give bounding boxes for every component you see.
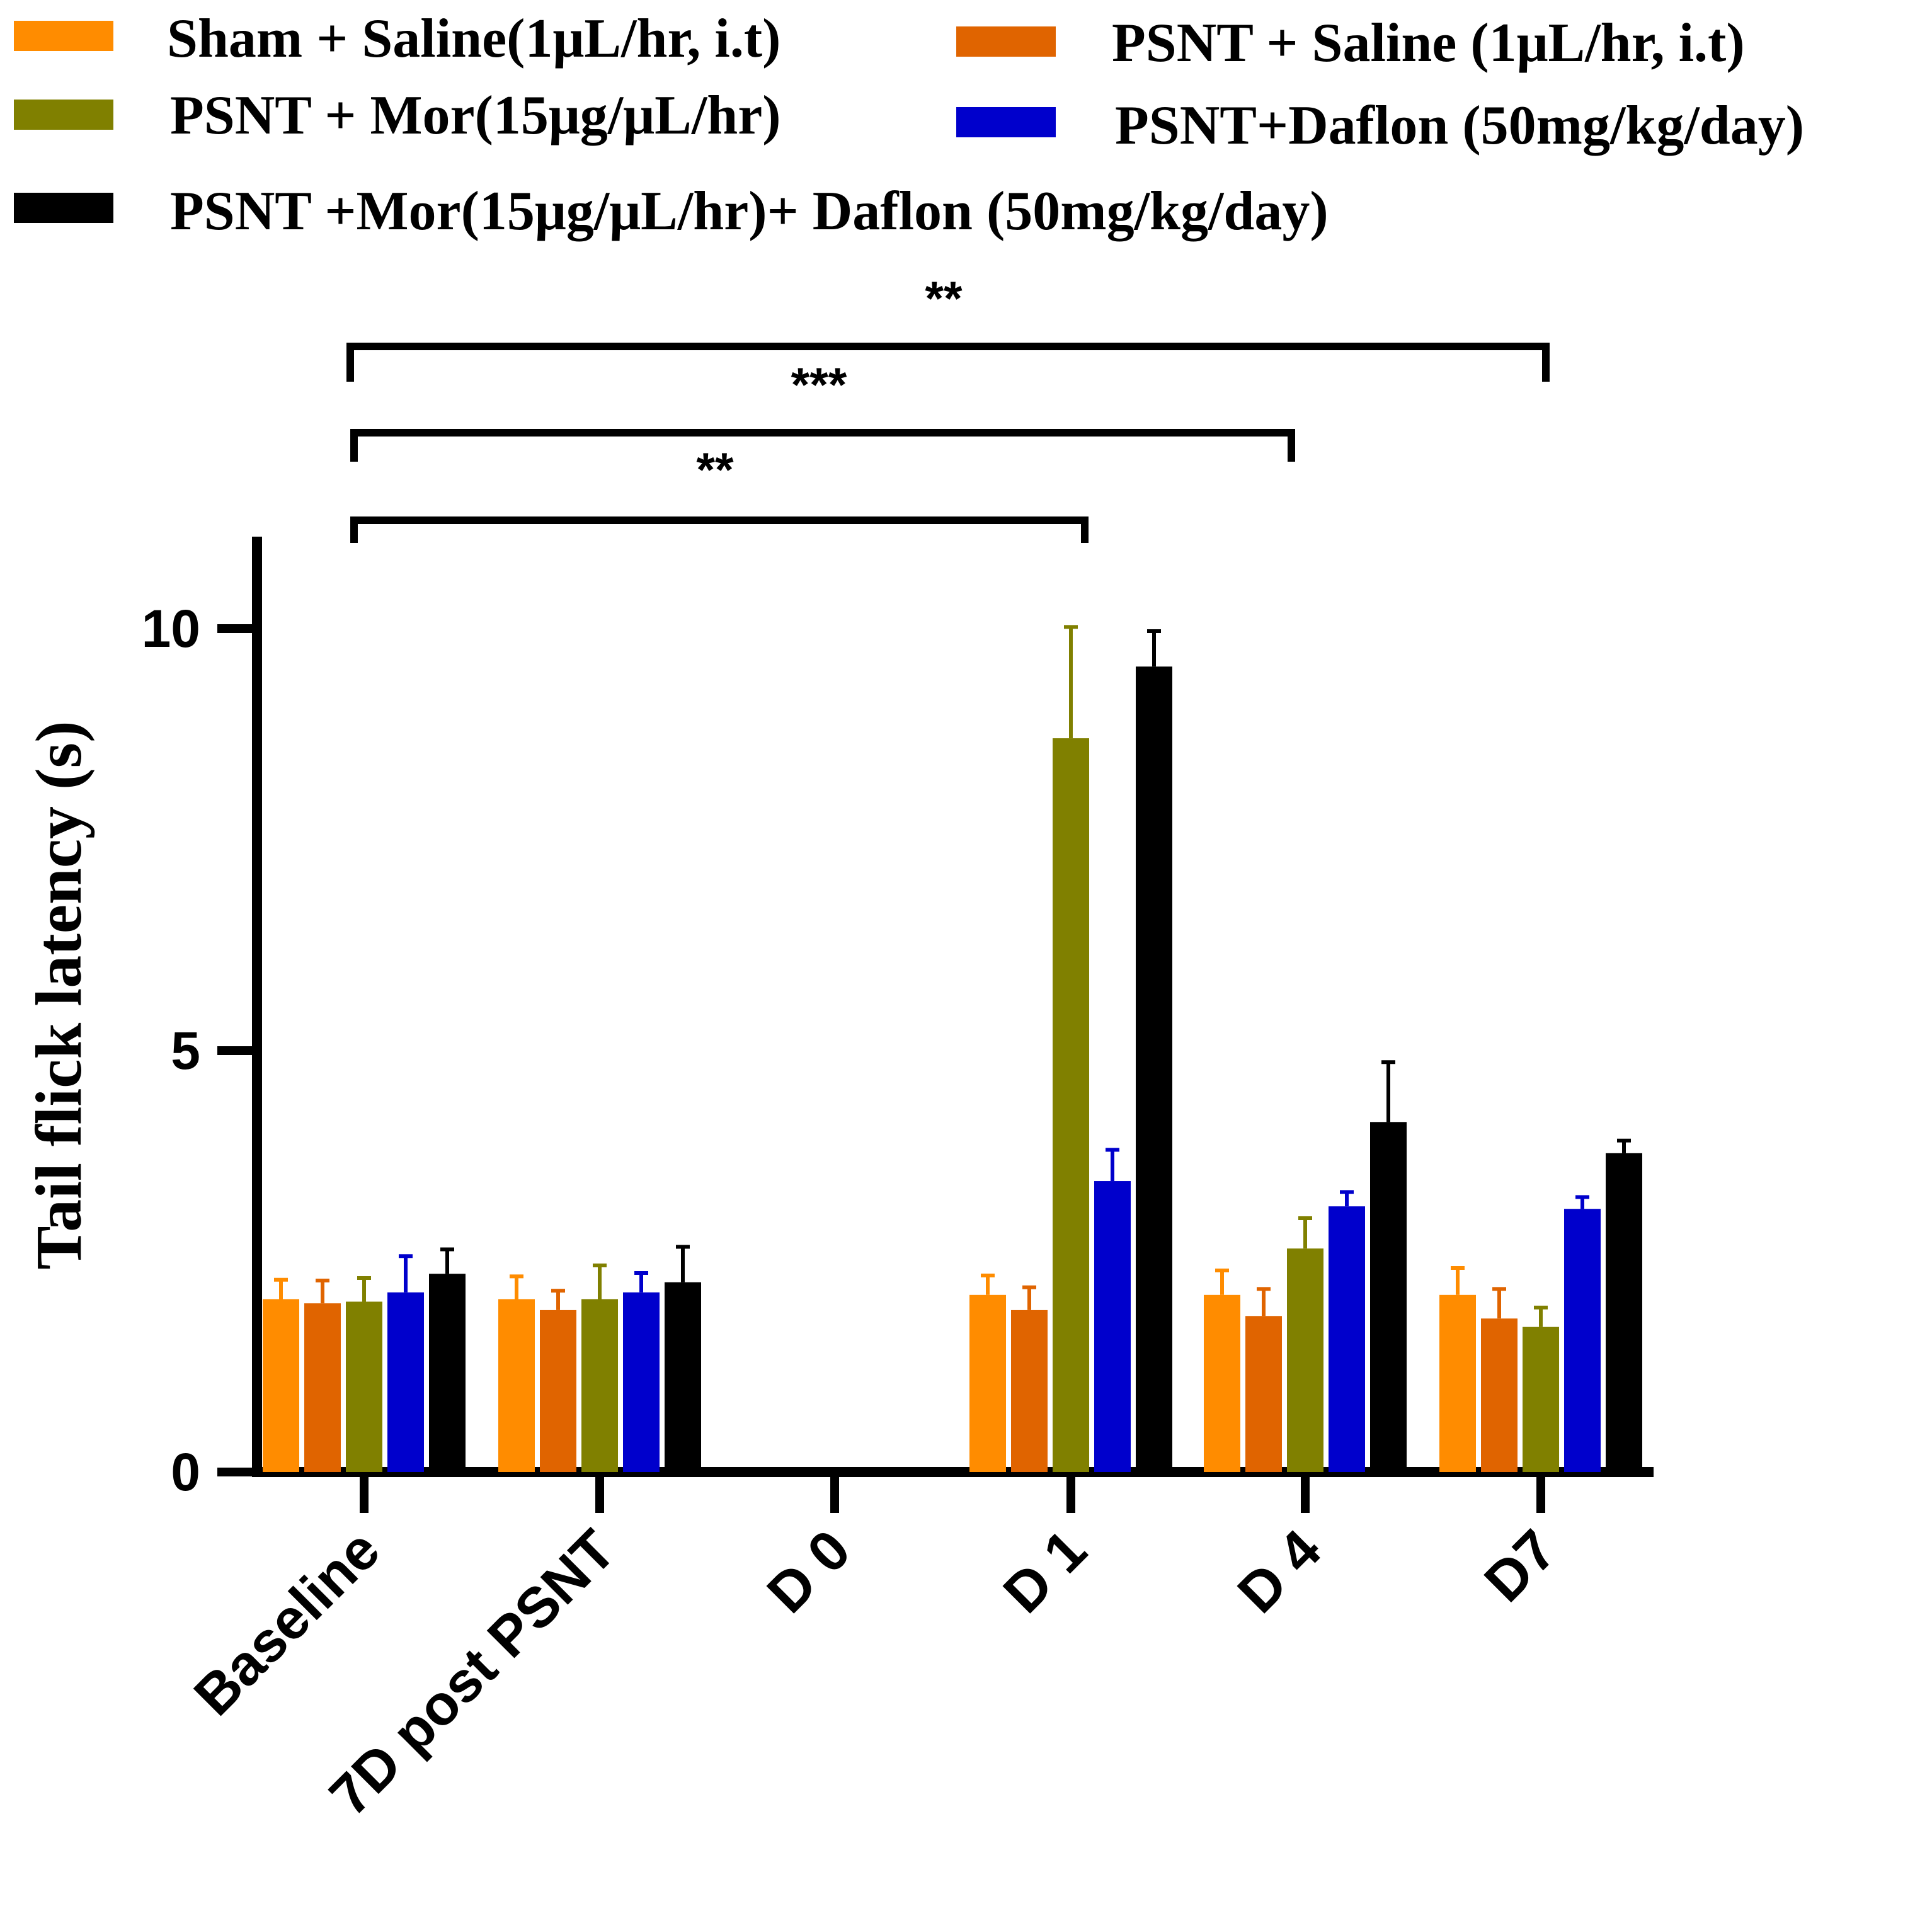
error-bar-7d-post-psnt-series-1 <box>510 1274 523 1299</box>
bar-baseline-series-1 <box>263 1299 299 1472</box>
error-bar-d-4-series-3 <box>1298 1216 1312 1249</box>
error-bar-d7-series-3 <box>1534 1305 1548 1327</box>
legend-swatch-sham-saline <box>14 21 113 51</box>
bar-d7-series-2 <box>1481 1318 1518 1472</box>
x-category-label-d-4: D 4 <box>1226 1518 1333 1625</box>
error-bar-d7-series-4 <box>1575 1195 1589 1209</box>
legend-label-sham-saline: Sham + Saline(1μL/hr, i.t) <box>167 8 781 69</box>
bar-d-1-series-4 <box>1094 1181 1131 1472</box>
bar-d-4-series-5 <box>1370 1122 1407 1472</box>
legend-label-psnt-mor-daflon: PSNT +Mor(15μg/μL/hr)+ Daflon (50mg/kg/d… <box>170 181 1329 242</box>
sig-label-baseline-d7: ** <box>925 272 963 326</box>
y-tick-label-0: 0 <box>171 1442 200 1502</box>
bar-baseline-series-5 <box>429 1274 466 1472</box>
error-bar-d7-series-2 <box>1492 1287 1506 1319</box>
legend-swatch-psnt-mor <box>14 100 113 130</box>
bar-7d-post-psnt-series-2 <box>540 1310 576 1472</box>
error-bar-baseline-series-2 <box>316 1279 329 1304</box>
sig-bracket-baseline-d1 <box>350 516 1089 543</box>
bar-7d-post-psnt-series-5 <box>665 1282 701 1472</box>
legend-label-psnt-saline: PSNT + Saline (1μL/hr, i.t) <box>1112 13 1745 74</box>
y-tick-label-10: 10 <box>142 599 200 658</box>
error-bar-d-1-series-1 <box>981 1274 995 1295</box>
bar-baseline-series-4 <box>387 1292 424 1472</box>
x-category-label-baseline: Baseline <box>183 1518 392 1727</box>
bar-d-1-series-2 <box>1011 1310 1048 1472</box>
y-axis-title: Tail flick latency (s) <box>23 721 95 1269</box>
bar-d7-series-3 <box>1523 1327 1559 1472</box>
error-bar-d-4-series-5 <box>1381 1060 1395 1122</box>
error-bar-d7-series-5 <box>1617 1138 1631 1153</box>
error-bar-d-4-series-1 <box>1215 1268 1229 1295</box>
bar-d-4-series-1 <box>1204 1294 1240 1472</box>
error-bar-7d-post-psnt-series-3 <box>593 1263 607 1299</box>
bars-layer <box>263 625 1642 1472</box>
bar-d7-series-1 <box>1439 1294 1476 1472</box>
sig-label-baseline-d4: *** <box>791 358 847 412</box>
error-bar-d-1-series-2 <box>1022 1285 1036 1310</box>
error-bar-baseline-series-1 <box>274 1277 288 1299</box>
bar-baseline-series-3 <box>346 1301 382 1472</box>
x-category-label-d-1: D 1 <box>992 1518 1099 1625</box>
error-bar-7d-post-psnt-series-4 <box>634 1271 648 1293</box>
error-bar-d-1-series-4 <box>1106 1148 1119 1182</box>
sig-label-baseline-d1: ** <box>696 443 734 497</box>
bar-d-1-series-1 <box>969 1294 1006 1472</box>
bar-d7-series-5 <box>1606 1153 1642 1472</box>
bar-d-4-series-4 <box>1329 1206 1365 1472</box>
error-bar-d-1-series-3 <box>1064 625 1078 739</box>
error-bar-d-4-series-4 <box>1340 1190 1354 1207</box>
error-bar-baseline-series-3 <box>357 1276 371 1302</box>
bar-7d-post-psnt-series-3 <box>581 1299 618 1472</box>
bar-7d-post-psnt-series-4 <box>623 1292 660 1472</box>
x-category-label-d-0: D 0 <box>755 1518 862 1625</box>
significance-brackets: ** *** ** <box>346 272 1550 543</box>
bar-d7-series-4 <box>1564 1209 1601 1472</box>
error-bar-baseline-series-4 <box>399 1254 413 1293</box>
sig-bracket-baseline-d7 <box>346 343 1550 382</box>
error-bar-7d-post-psnt-series-5 <box>676 1245 690 1282</box>
legend: Sham + Saline(1μL/hr, i.t) PSNT + Saline… <box>14 8 1804 242</box>
legend-label-psnt-daflon: PSNT+Daflon (50mg/kg/day) <box>1115 95 1804 156</box>
error-bar-d7-series-1 <box>1451 1265 1465 1295</box>
bar-d-1-series-3 <box>1053 738 1089 1472</box>
error-bar-d-1-series-5 <box>1147 629 1161 667</box>
legend-swatch-psnt-saline <box>956 26 1056 57</box>
error-bar-7d-post-psnt-series-2 <box>551 1289 565 1310</box>
bar-d-4-series-2 <box>1245 1316 1282 1472</box>
bar-baseline-series-2 <box>304 1303 341 1472</box>
sig-bracket-baseline-d4 <box>350 429 1295 462</box>
error-bar-d-4-series-2 <box>1257 1287 1271 1316</box>
y-tick-label-5: 5 <box>171 1021 200 1080</box>
legend-swatch-psnt-daflon <box>956 107 1056 137</box>
bar-d-1-series-5 <box>1136 666 1172 1472</box>
bar-d-4-series-3 <box>1287 1248 1323 1472</box>
bar-7d-post-psnt-series-1 <box>498 1299 535 1472</box>
x-category-label-d7: D7 <box>1473 1518 1569 1614</box>
legend-label-psnt-mor: PSNT + Mor(15μg/μL/hr) <box>170 85 781 146</box>
error-bar-baseline-series-5 <box>440 1247 454 1274</box>
legend-swatch-psnt-mor-daflon <box>14 193 113 223</box>
